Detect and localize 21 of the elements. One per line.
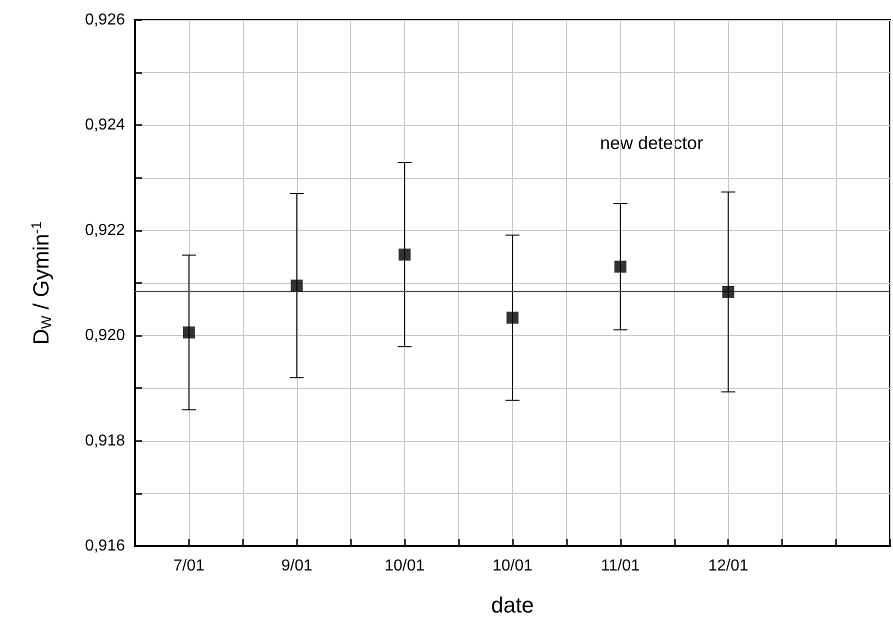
point bbox=[722, 286, 734, 298]
y-tick-label: 0,926 bbox=[84, 12, 126, 28]
y-tick-label: 0,918 bbox=[84, 432, 126, 450]
y-tick-label: 0,920 bbox=[84, 327, 126, 344]
point bbox=[398, 248, 411, 261]
point bbox=[614, 260, 626, 273]
y-tick-label: 0,916 bbox=[84, 538, 126, 554]
x-tick-label: 11/01 bbox=[600, 558, 640, 574]
annotation: new detector bbox=[600, 133, 704, 153]
x-tick-label: 7/01 bbox=[173, 558, 205, 574]
y-tick-label: 0,922 bbox=[84, 222, 126, 239]
x-tick-label: 10/01 bbox=[492, 558, 533, 574]
point bbox=[290, 280, 303, 292]
x-tick-label: 10/01 bbox=[384, 558, 425, 574]
x-tick-label: 9/01 bbox=[281, 558, 312, 574]
y-tick-label: 0,924 bbox=[84, 116, 126, 134]
point bbox=[182, 326, 195, 338]
y-axis-title: DW / Gymin-1 bbox=[28, 221, 54, 345]
x-axis-title: date bbox=[491, 592, 534, 618]
x-tick-label: 12/01 bbox=[708, 558, 748, 574]
point bbox=[506, 312, 518, 324]
